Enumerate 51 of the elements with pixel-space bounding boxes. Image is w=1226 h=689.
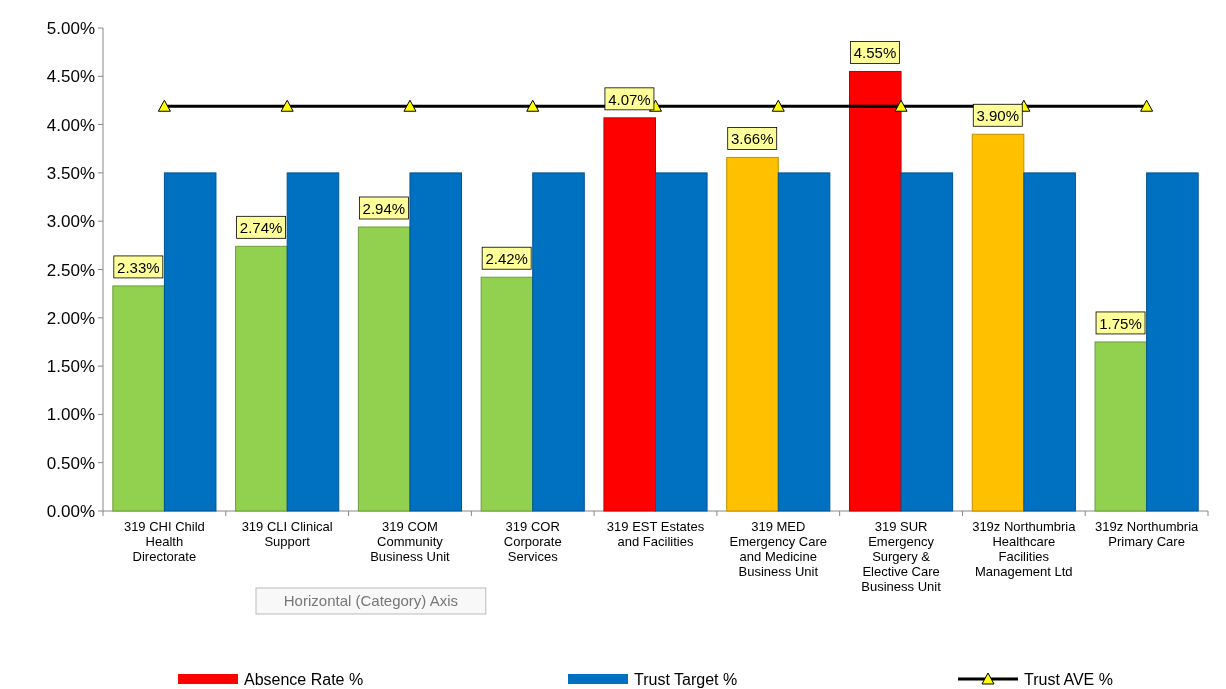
bar	[532, 172, 585, 512]
y-tick-label: 1.00%	[46, 405, 95, 425]
bar	[900, 172, 954, 512]
bar	[480, 276, 534, 512]
data-label: 4.55%	[853, 44, 897, 62]
y-tick-label: 4.50%	[46, 67, 95, 87]
bar	[235, 245, 288, 512]
data-label: 2.94%	[362, 200, 406, 217]
x-tick-label: 319 CHI Child Health Directorate	[123, 519, 205, 564]
y-tick-label: 2.00%	[46, 308, 95, 328]
data-label: 4.07%	[608, 90, 651, 108]
data-label: 2.33%	[117, 258, 160, 276]
bar	[1023, 172, 1076, 512]
bar	[971, 133, 1025, 512]
x-tick-label: 319 CLI Clinical Support	[241, 519, 333, 549]
y-tick-label: 3.50%	[46, 163, 95, 183]
y-tick-label: 2.50%	[46, 260, 95, 280]
data-label: 1.75%	[1099, 314, 1142, 332]
text: Horizontal (Category) Axis	[283, 592, 459, 609]
x-tick-label: 319 SUR Emergency Surgery & Elective Care Business Unit	[861, 519, 942, 594]
bar	[726, 156, 779, 512]
y-tick-label: 0.00%	[46, 502, 95, 521]
bar	[409, 172, 463, 512]
y-tick-label: 0.50%	[46, 453, 95, 473]
y-tick-label: 3.00%	[46, 212, 95, 232]
data-label: 2.74%	[239, 219, 283, 237]
bar	[603, 117, 656, 512]
bar	[777, 172, 831, 512]
data-label: 3.90%	[976, 107, 1020, 125]
data-label: 3.66%	[730, 130, 774, 148]
legend-label: Absence Rate %	[244, 671, 364, 688]
x-tick-label: 319z Northumbria Healthcare Facilities Management Ltd	[972, 519, 1077, 579]
bar	[357, 226, 411, 512]
bar	[1146, 172, 1199, 512]
x-tick-label: 319z Northumbria Primary Care	[1094, 519, 1200, 549]
legend-label: Trust AVE %	[1024, 671, 1113, 688]
legend-label: Trust Target %	[634, 671, 738, 688]
x-tick-label: 319 MED Emergency Care and Medicine Business Unit	[729, 519, 828, 579]
y-tick-label: 5.00%	[46, 19, 95, 38]
bar	[112, 285, 165, 512]
bar	[848, 70, 902, 512]
x-tick-label: 319 EST Estates and Facilities	[606, 519, 705, 549]
bar	[163, 172, 217, 512]
bar	[286, 172, 340, 512]
y-tick-label: 1.50%	[46, 357, 95, 377]
y-tick-label: 4.00%	[46, 115, 95, 135]
bar	[655, 172, 708, 512]
x-tick-label: 319 COR Corporate Services	[503, 519, 562, 564]
data-label: 2.42%	[485, 250, 528, 268]
bar	[1094, 341, 1148, 512]
x-tick-label: 319 COM Community Business Unit	[370, 519, 451, 564]
